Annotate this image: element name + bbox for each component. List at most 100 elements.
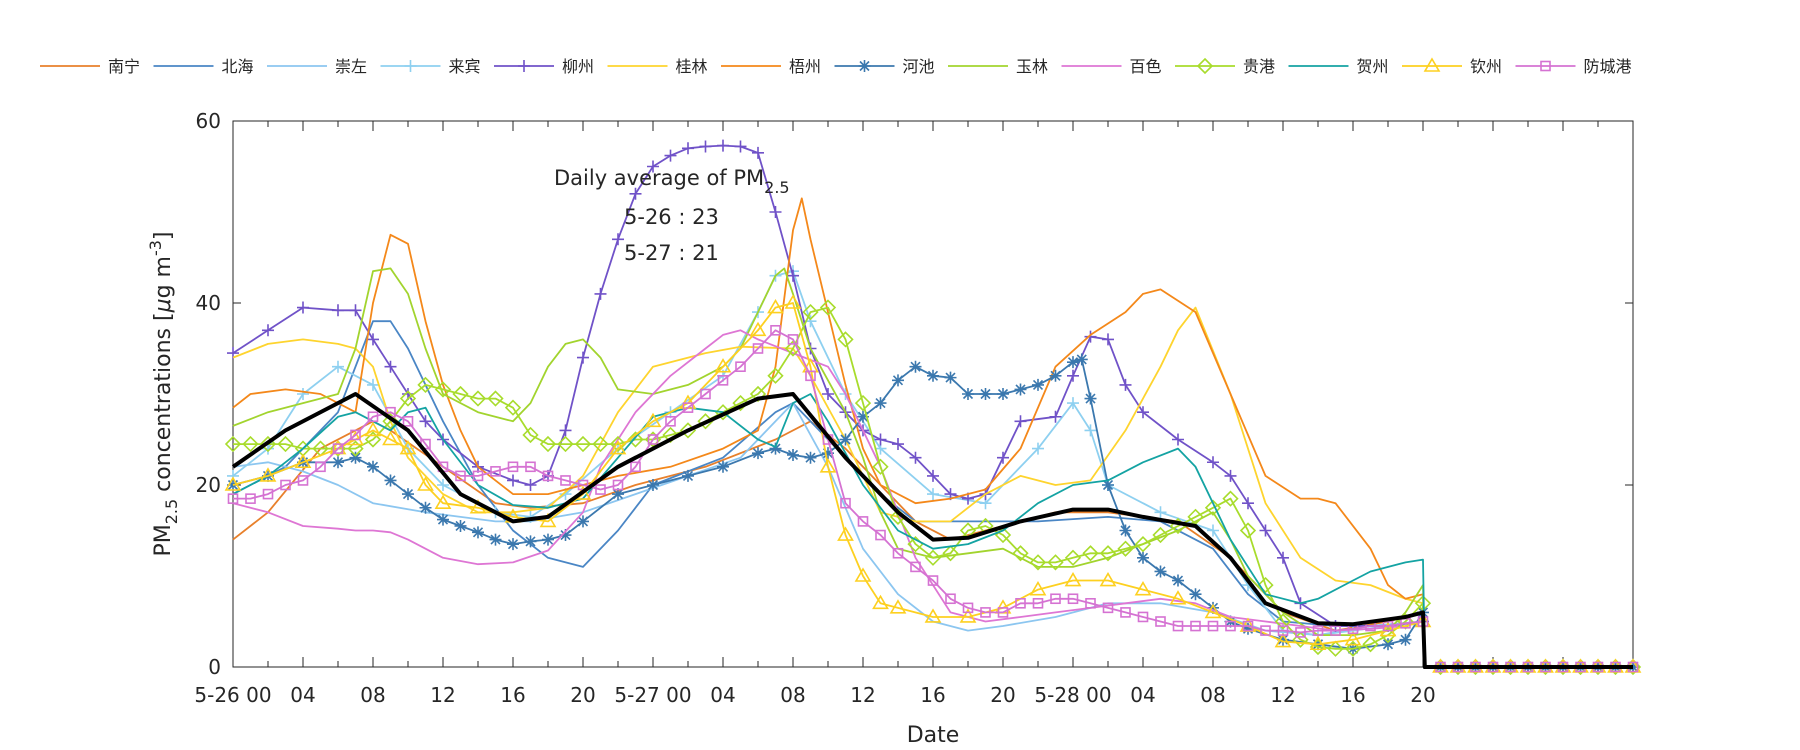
data-point	[402, 488, 414, 501]
data-point	[1134, 581, 1152, 596]
data-point	[839, 433, 852, 446]
legend-label: 玉林	[1016, 57, 1048, 76]
legend-marker	[404, 60, 417, 72]
data-point	[749, 321, 767, 337]
data-point	[872, 458, 889, 475]
data-point	[942, 545, 959, 562]
legend-marker	[1196, 57, 1214, 75]
data-point	[927, 469, 939, 482]
data-point	[262, 324, 274, 337]
data-point	[382, 413, 399, 430]
data-point	[1382, 620, 1394, 632]
data-point	[399, 390, 417, 407]
data-point	[1274, 613, 1292, 630]
data-point	[717, 139, 729, 152]
data-point	[875, 529, 886, 541]
data-point	[927, 488, 939, 501]
data-point	[277, 435, 294, 453]
data-point	[735, 361, 746, 373]
data-point	[434, 381, 452, 398]
x-tick-label: 5-26 00	[194, 683, 271, 707]
data-point	[1224, 469, 1237, 482]
data-point	[1032, 378, 1044, 391]
x-tick-label: 16	[1340, 683, 1365, 707]
data-point	[384, 474, 397, 487]
data-point	[224, 476, 242, 491]
data-point	[664, 149, 677, 162]
legend-label: 桂林	[676, 57, 708, 76]
data-point	[595, 484, 606, 495]
data-point	[559, 424, 572, 437]
data-point	[732, 394, 749, 412]
data-point	[1330, 625, 1341, 636]
daily-average-annotation: Daily average of PM2.5 5-26 : 23 5-27 : …	[554, 166, 790, 265]
data-point	[1049, 410, 1062, 423]
data-point	[1344, 640, 1362, 657]
data-point	[787, 334, 799, 345]
data-point	[1152, 526, 1169, 544]
data-point	[945, 593, 956, 605]
data-point	[522, 426, 539, 444]
series-line	[233, 329, 1633, 668]
data-point	[1085, 597, 1096, 609]
data-point	[1187, 508, 1204, 525]
data-point	[574, 435, 592, 453]
data-point	[1067, 369, 1079, 382]
data-point	[1117, 540, 1134, 557]
average-line	[231, 392, 1633, 669]
y-tick-label: 0	[208, 655, 221, 679]
data-point	[557, 435, 574, 453]
data-point	[749, 385, 767, 403]
data-point	[979, 388, 992, 400]
x-tick-label: 12	[1270, 683, 1295, 707]
legend-marker	[518, 60, 530, 72]
series-layer	[224, 139, 1642, 676]
data-point	[767, 367, 784, 384]
data-point	[840, 497, 851, 509]
x-tick-label: 08	[1200, 683, 1225, 707]
data-point	[1067, 397, 1079, 410]
data-point	[577, 351, 589, 364]
data-point	[434, 494, 452, 509]
data-point	[805, 370, 816, 382]
data-point	[752, 343, 764, 354]
data-point	[399, 440, 417, 455]
legend-item: 贺州	[1288, 57, 1389, 76]
data-point	[629, 187, 642, 200]
data-point	[1155, 616, 1166, 627]
data-point	[682, 469, 694, 482]
data-point	[819, 458, 837, 473]
data-point	[315, 461, 326, 473]
data-point	[1014, 415, 1027, 428]
data-point	[1309, 635, 1327, 651]
data-point	[1137, 406, 1149, 419]
y-axis: 0 20 40 60	[196, 109, 1633, 679]
data-point	[944, 371, 957, 384]
data-point	[262, 488, 274, 500]
data-point	[504, 399, 522, 416]
data-point	[507, 474, 519, 487]
data-point	[1014, 383, 1027, 396]
data-point	[437, 513, 449, 526]
data-point	[1242, 497, 1254, 510]
data-point	[647, 479, 659, 491]
data-point	[577, 515, 589, 528]
data-point	[1257, 576, 1274, 594]
y-axis-title: PM2.5 concentrations [μg m-3]	[146, 231, 181, 556]
legend-marker	[1540, 60, 1551, 72]
data-point	[802, 303, 819, 321]
data-point	[542, 533, 554, 546]
legend-item: 钦州	[1402, 57, 1502, 76]
data-point	[332, 456, 344, 469]
data-point	[612, 488, 624, 501]
data-point	[227, 493, 239, 504]
data-point	[927, 575, 939, 586]
data-point	[1382, 638, 1394, 651]
x-tick-label: 04	[710, 683, 735, 707]
legend-item: 玉林	[948, 57, 1048, 76]
legend-label: 梧州	[789, 57, 821, 76]
data-point	[525, 461, 536, 473]
data-point	[1362, 636, 1379, 653]
y-tick-label: 60	[196, 109, 221, 133]
data-point	[297, 388, 309, 400]
